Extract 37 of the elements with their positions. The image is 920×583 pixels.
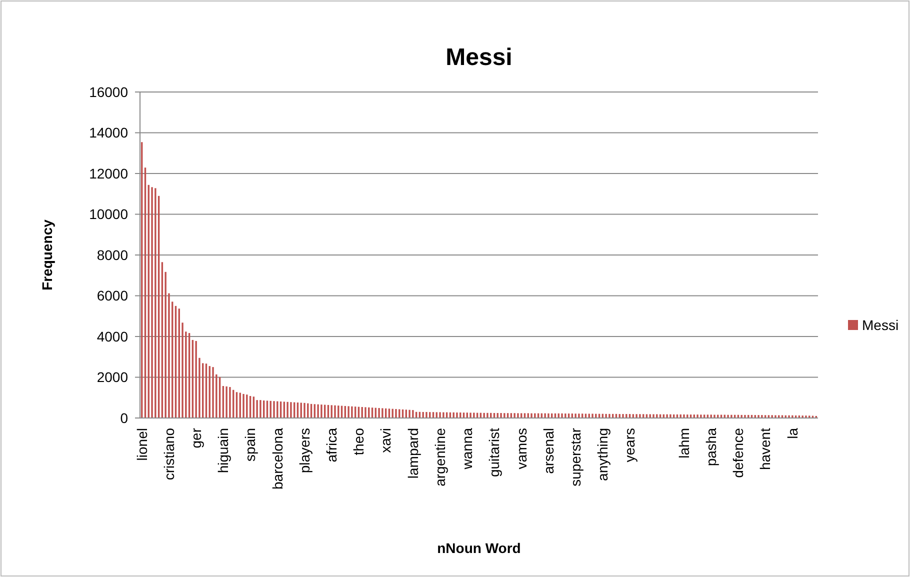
x-tick-label: havent — [757, 428, 774, 470]
y-tick-label: 6000 — [96, 288, 128, 304]
x-axis-title: nNoun Word — [437, 540, 521, 556]
x-tick-label: lampard — [404, 428, 421, 479]
x-tick-label: wanna — [459, 428, 476, 470]
x-tick-label: argentine — [432, 428, 448, 486]
x-tick-label: vamos — [513, 428, 530, 470]
x-tick-label: players — [296, 428, 312, 474]
y-tick-label: 12000 — [89, 165, 128, 182]
y-tick-label: 4000 — [96, 328, 128, 344]
y-tick-label: 2000 — [96, 369, 128, 386]
x-tick-label: defence — [730, 428, 746, 478]
y-tick-label: 0 — [120, 410, 128, 426]
y-tick-label: 10000 — [89, 206, 128, 222]
x-tick-label: higuain — [215, 428, 232, 474]
y-tick-label: 8000 — [96, 246, 128, 263]
x-tick-label: barcelona — [269, 428, 286, 490]
x-tick-label: lionel — [134, 428, 150, 461]
x-tick-label: cristiano — [160, 428, 177, 480]
x-tick-label: spain — [242, 428, 258, 462]
x-tick-label: anything — [594, 428, 611, 481]
y-tick-label: 14000 — [89, 124, 128, 141]
x-tick-label: years — [622, 428, 638, 462]
chart-title: Messi — [446, 44, 512, 71]
x-tick-label: guitarist — [486, 428, 502, 478]
x-tick-label: superstar — [567, 428, 584, 486]
x-tick-label: ger — [188, 428, 204, 448]
x-tick-label: arsenal — [540, 428, 556, 474]
y-tick-label: 16000 — [89, 84, 128, 100]
x-tick-label: la — [784, 428, 800, 439]
y-axis-title: Frequency — [39, 219, 55, 290]
x-tick-label: pasha — [703, 428, 719, 466]
legend-label: Messi — [862, 316, 899, 333]
x-tick-label: lahm — [676, 428, 692, 458]
x-tick-label: theo — [350, 428, 367, 456]
x-tick-label: xavi — [378, 428, 394, 453]
x-tick-label: africa — [324, 428, 340, 462]
